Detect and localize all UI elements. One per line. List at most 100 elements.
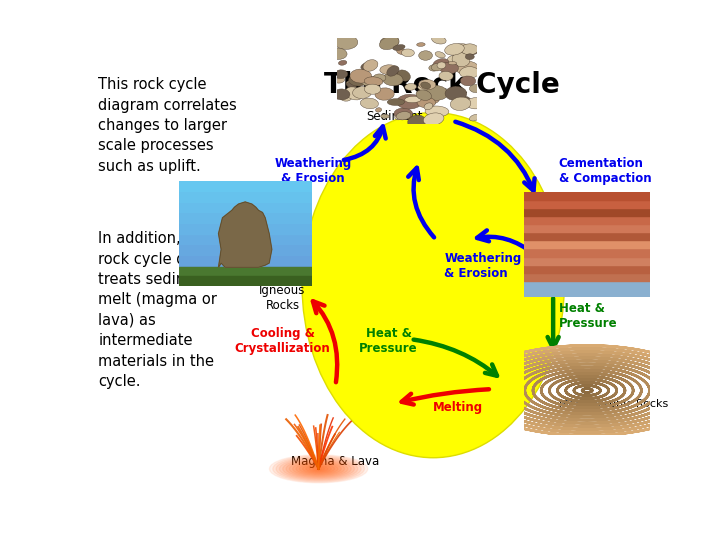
Ellipse shape (465, 54, 474, 59)
Text: Sediment: Sediment (366, 110, 423, 123)
Polygon shape (179, 181, 312, 191)
Ellipse shape (417, 97, 436, 108)
Ellipse shape (429, 65, 439, 71)
Ellipse shape (279, 458, 358, 480)
Ellipse shape (402, 49, 415, 57)
Ellipse shape (440, 62, 459, 74)
Ellipse shape (363, 60, 378, 71)
Ellipse shape (276, 457, 361, 481)
Ellipse shape (420, 82, 431, 89)
Ellipse shape (445, 86, 467, 100)
Ellipse shape (458, 96, 472, 107)
Ellipse shape (296, 462, 341, 475)
Ellipse shape (353, 86, 372, 98)
Polygon shape (219, 202, 271, 267)
Ellipse shape (462, 45, 472, 52)
Ellipse shape (382, 73, 403, 86)
Ellipse shape (340, 93, 352, 101)
Polygon shape (179, 202, 312, 212)
Text: Weathering
& Erosion: Weathering & Erosion (444, 253, 521, 280)
Ellipse shape (273, 456, 364, 482)
Polygon shape (524, 240, 650, 248)
Ellipse shape (334, 70, 348, 78)
Ellipse shape (302, 464, 335, 474)
Polygon shape (179, 255, 312, 265)
Ellipse shape (300, 463, 338, 474)
Ellipse shape (397, 49, 405, 55)
Ellipse shape (387, 99, 405, 105)
Ellipse shape (433, 59, 449, 69)
Ellipse shape (376, 107, 382, 112)
Ellipse shape (346, 82, 357, 87)
Ellipse shape (460, 76, 476, 86)
Text: Cementation
& Compaction: Cementation & Compaction (559, 157, 652, 185)
Polygon shape (524, 232, 650, 240)
Text: The Rock Cycle: The Rock Cycle (324, 71, 559, 99)
Ellipse shape (435, 52, 445, 58)
Ellipse shape (469, 114, 480, 121)
Ellipse shape (309, 466, 328, 471)
Polygon shape (524, 224, 650, 232)
Text: Metamorphic Rocks: Metamorphic Rocks (559, 399, 668, 409)
Ellipse shape (396, 112, 411, 120)
Ellipse shape (405, 84, 416, 90)
Ellipse shape (346, 81, 356, 88)
Ellipse shape (292, 462, 345, 476)
Text: Weathering
& Erosion: Weathering & Erosion (274, 157, 352, 185)
Ellipse shape (418, 85, 428, 91)
Ellipse shape (418, 79, 436, 90)
Ellipse shape (316, 468, 321, 470)
Polygon shape (524, 265, 650, 273)
Polygon shape (524, 216, 650, 224)
Polygon shape (524, 248, 650, 256)
Ellipse shape (286, 460, 351, 478)
Ellipse shape (423, 85, 448, 100)
Ellipse shape (338, 60, 347, 65)
Polygon shape (179, 212, 312, 223)
Polygon shape (179, 267, 312, 286)
Ellipse shape (375, 88, 395, 100)
Ellipse shape (456, 61, 479, 75)
Ellipse shape (423, 113, 444, 125)
Ellipse shape (461, 44, 478, 55)
Polygon shape (179, 223, 312, 233)
Ellipse shape (383, 35, 398, 44)
Ellipse shape (302, 113, 564, 458)
Ellipse shape (364, 84, 381, 94)
Text: Melting: Melting (433, 401, 483, 414)
Text: Magma & Lava: Magma & Lava (292, 455, 379, 468)
Ellipse shape (379, 36, 399, 50)
Ellipse shape (333, 89, 350, 100)
Polygon shape (524, 273, 650, 281)
Ellipse shape (306, 465, 331, 472)
Ellipse shape (431, 63, 444, 71)
Ellipse shape (450, 44, 473, 58)
Text: Igneous
Rocks: Igneous Rocks (259, 284, 306, 312)
Ellipse shape (429, 98, 439, 104)
Ellipse shape (360, 98, 379, 109)
Ellipse shape (405, 96, 422, 103)
Ellipse shape (448, 55, 464, 64)
Ellipse shape (448, 62, 456, 65)
Ellipse shape (439, 71, 453, 80)
Ellipse shape (361, 76, 377, 86)
Polygon shape (179, 265, 312, 275)
Ellipse shape (373, 74, 386, 82)
Polygon shape (524, 192, 650, 200)
Ellipse shape (393, 45, 405, 50)
Text: Cooling &
Crystallization: Cooling & Crystallization (235, 327, 330, 355)
Ellipse shape (289, 461, 348, 477)
Ellipse shape (468, 50, 478, 55)
Ellipse shape (334, 77, 345, 83)
Ellipse shape (348, 75, 368, 86)
Ellipse shape (361, 63, 372, 70)
Polygon shape (524, 200, 650, 208)
Polygon shape (524, 289, 650, 297)
Ellipse shape (394, 108, 413, 120)
Ellipse shape (328, 48, 347, 59)
Ellipse shape (469, 84, 482, 93)
Ellipse shape (452, 52, 470, 66)
Ellipse shape (380, 65, 397, 75)
Polygon shape (179, 275, 312, 286)
Polygon shape (524, 281, 650, 289)
